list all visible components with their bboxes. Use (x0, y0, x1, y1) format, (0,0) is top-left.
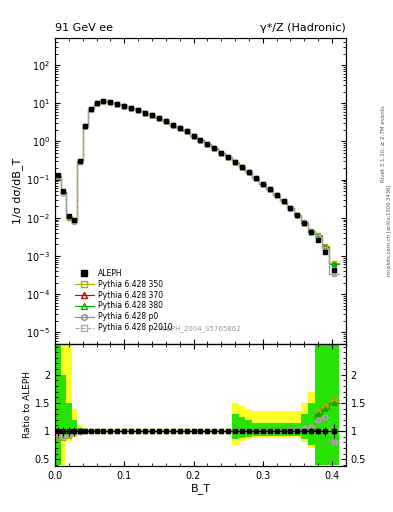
Text: ALEPH_2004_S5765862: ALEPH_2004_S5765862 (159, 325, 242, 332)
Y-axis label: 1/σ dσ/dB_T: 1/σ dσ/dB_T (12, 158, 23, 224)
Legend: ALEPH, Pythia 6.428 350, Pythia 6.428 370, Pythia 6.428 380, Pythia 6.428 p0, Py: ALEPH, Pythia 6.428 350, Pythia 6.428 37… (73, 267, 174, 334)
Text: Rivet 3.1.10, ≥ 2.7M events: Rivet 3.1.10, ≥ 2.7M events (381, 105, 386, 182)
Text: 91 GeV ee: 91 GeV ee (55, 23, 113, 33)
Text: mcplots.cern.ch [arXiv:1306.3436]: mcplots.cern.ch [arXiv:1306.3436] (387, 185, 391, 276)
X-axis label: B_T: B_T (191, 483, 210, 495)
Y-axis label: Ratio to ALEPH: Ratio to ALEPH (23, 371, 32, 438)
Text: γ*/Z (Hadronic): γ*/Z (Hadronic) (260, 23, 346, 33)
